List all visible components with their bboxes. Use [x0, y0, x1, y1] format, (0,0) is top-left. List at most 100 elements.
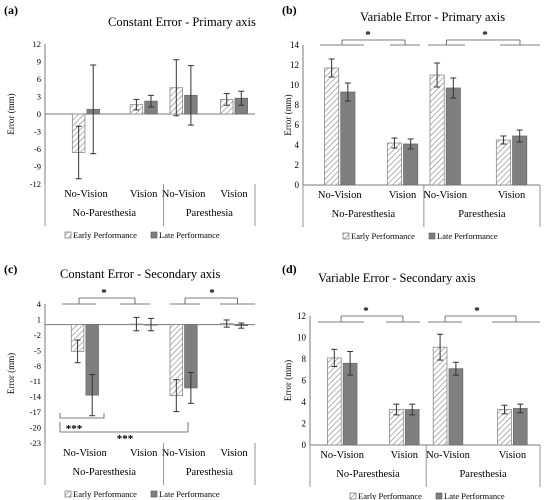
y-axis-label: Error (mm) — [283, 94, 293, 135]
y-tick-label: 12 — [297, 311, 306, 321]
y-tick-label: 2 — [295, 160, 300, 170]
y-axis-label: Error (mm) — [283, 360, 293, 401]
chart-title: Variable Error - Secondary axis — [318, 271, 476, 285]
y-tick-label: -23 — [30, 438, 41, 448]
x-category-label: No-Vision — [423, 190, 467, 201]
panel-letter: (a) — [4, 3, 18, 17]
y-tick-label: 12 — [290, 60, 299, 70]
chart-title: Constant Error - Secondary axis — [60, 267, 221, 281]
legend-swatch-late — [428, 232, 436, 240]
significance-star: * — [482, 29, 488, 41]
panels-root: (a)Constant Error - Primary axis129630-3… — [4, 3, 541, 500]
x-category-label: No-Vision — [426, 450, 470, 461]
y-tick-label: 6 — [295, 120, 300, 130]
chart-title: Constant Error - Primary axis — [108, 15, 256, 29]
y-tick-label: -5 — [34, 345, 41, 355]
bar-late — [403, 143, 419, 186]
significance-star: * — [101, 287, 107, 299]
y-tick-label: 0 — [295, 180, 300, 190]
significance-bracket — [59, 413, 105, 419]
legend-label-early: Early Performance — [73, 230, 137, 240]
x-group-label: Paresthesia — [458, 209, 506, 220]
bar-early — [324, 67, 340, 186]
bar-early — [497, 409, 512, 446]
significance-star: *** — [66, 423, 83, 435]
bar-late — [340, 91, 356, 186]
y-tick-label: -6 — [34, 144, 41, 154]
x-category-label: No-Vision — [162, 448, 206, 459]
y-tick-label: -17 — [30, 407, 41, 417]
y-tick-label: 0 — [302, 440, 307, 450]
legend-swatch-early — [64, 490, 72, 498]
significance-star: * — [363, 305, 369, 317]
significance-star: * — [209, 287, 215, 299]
x-category-label: Vision — [389, 190, 417, 201]
significance-star: *** — [117, 433, 134, 445]
y-axis-label: Error (mm) — [6, 353, 16, 394]
y-tick-label: 2 — [302, 419, 307, 429]
panel-letter: (c) — [4, 262, 17, 276]
x-group-label: No-Paresthesia — [336, 469, 400, 480]
x-group-label: Paresthesia — [459, 469, 507, 480]
panel-letter: (d) — [282, 262, 297, 276]
y-tick-label: 6 — [302, 376, 307, 386]
bar-early — [495, 139, 511, 186]
y-tick-label: 6 — [37, 74, 41, 84]
y-tick-label: 1 — [37, 314, 41, 324]
legend-swatch-early — [64, 231, 72, 239]
x-category-label: Vision — [220, 448, 248, 459]
chart-title: Variable Error - Primary axis — [360, 10, 505, 24]
significance-star: * — [365, 29, 371, 41]
chart-panel-4: (d) Variable Error - Secondary axis 12 10 8 6… — [282, 262, 541, 500]
x-category-label: Vision — [391, 450, 419, 461]
y-tick-label: 14 — [290, 40, 300, 50]
y-tick-label: 4 — [302, 397, 307, 407]
x-category-label: Vision — [498, 190, 526, 201]
y-tick-label: 4 — [37, 299, 42, 309]
y-tick-label: 3 — [37, 92, 41, 102]
legend-label-late: Late Performance — [437, 231, 498, 241]
chart-panel-3: (c) Constant Error - Secondary axis 4 1 -2 -5… — [4, 262, 256, 499]
x-category-label: No-Vision — [318, 190, 362, 201]
legend-swatch-late — [435, 492, 443, 500]
legend-swatch-early — [342, 232, 350, 240]
y-tick-label: -12 — [30, 179, 41, 189]
x-category-label: No-Vision — [63, 448, 107, 459]
x-category-label: Vision — [499, 450, 527, 461]
y-tick-label: 10 — [297, 333, 307, 343]
x-category-label: No-Vision — [64, 189, 108, 200]
panel-letter: (b) — [282, 3, 297, 17]
bar-early — [386, 142, 402, 186]
legend-label-early: Early Performance — [358, 491, 422, 500]
chart-panel-1: (a) Constant Error - Primary axis 12 9 6 3 0 -3… — [4, 3, 256, 240]
y-tick-label: -20 — [30, 423, 41, 433]
chart-panel-2: (b) Variable Error - Primary axis 14 12 10 8 6… — [282, 3, 541, 241]
y-tick-label: -3 — [34, 127, 41, 137]
bar-early — [429, 74, 445, 186]
legend-swatch-late — [150, 490, 158, 498]
x-category-label: Vision — [220, 189, 248, 200]
significance-bracket — [59, 422, 189, 433]
y-tick-label: 9 — [37, 57, 41, 67]
significance-star: * — [474, 305, 480, 317]
bar-early — [326, 357, 342, 446]
x-group-label: No-Paresthesia — [332, 209, 396, 220]
legend-label-early: Early Performance — [351, 231, 415, 241]
bar-late — [512, 135, 528, 186]
bar-early — [432, 346, 448, 446]
y-tick-label: -8 — [34, 361, 41, 371]
bar-late — [513, 408, 528, 446]
x-group-label: Paresthesia — [186, 208, 234, 219]
legend-swatch-early — [349, 492, 357, 500]
x-category-label: No-Vision — [162, 189, 206, 200]
x-group-label: No-Paresthesia — [73, 467, 137, 478]
x-group-label: No-Paresthesia — [73, 208, 137, 219]
y-tick-label: 0 — [37, 109, 41, 119]
y-tick-label: -14 — [30, 392, 42, 402]
legend-label-late: Late Performance — [444, 491, 505, 500]
bar-late — [448, 368, 464, 446]
y-tick-label: -9 — [34, 162, 41, 172]
legend-label-late: Late Performance — [159, 230, 220, 240]
legend-label-late: Late Performance — [159, 489, 220, 499]
